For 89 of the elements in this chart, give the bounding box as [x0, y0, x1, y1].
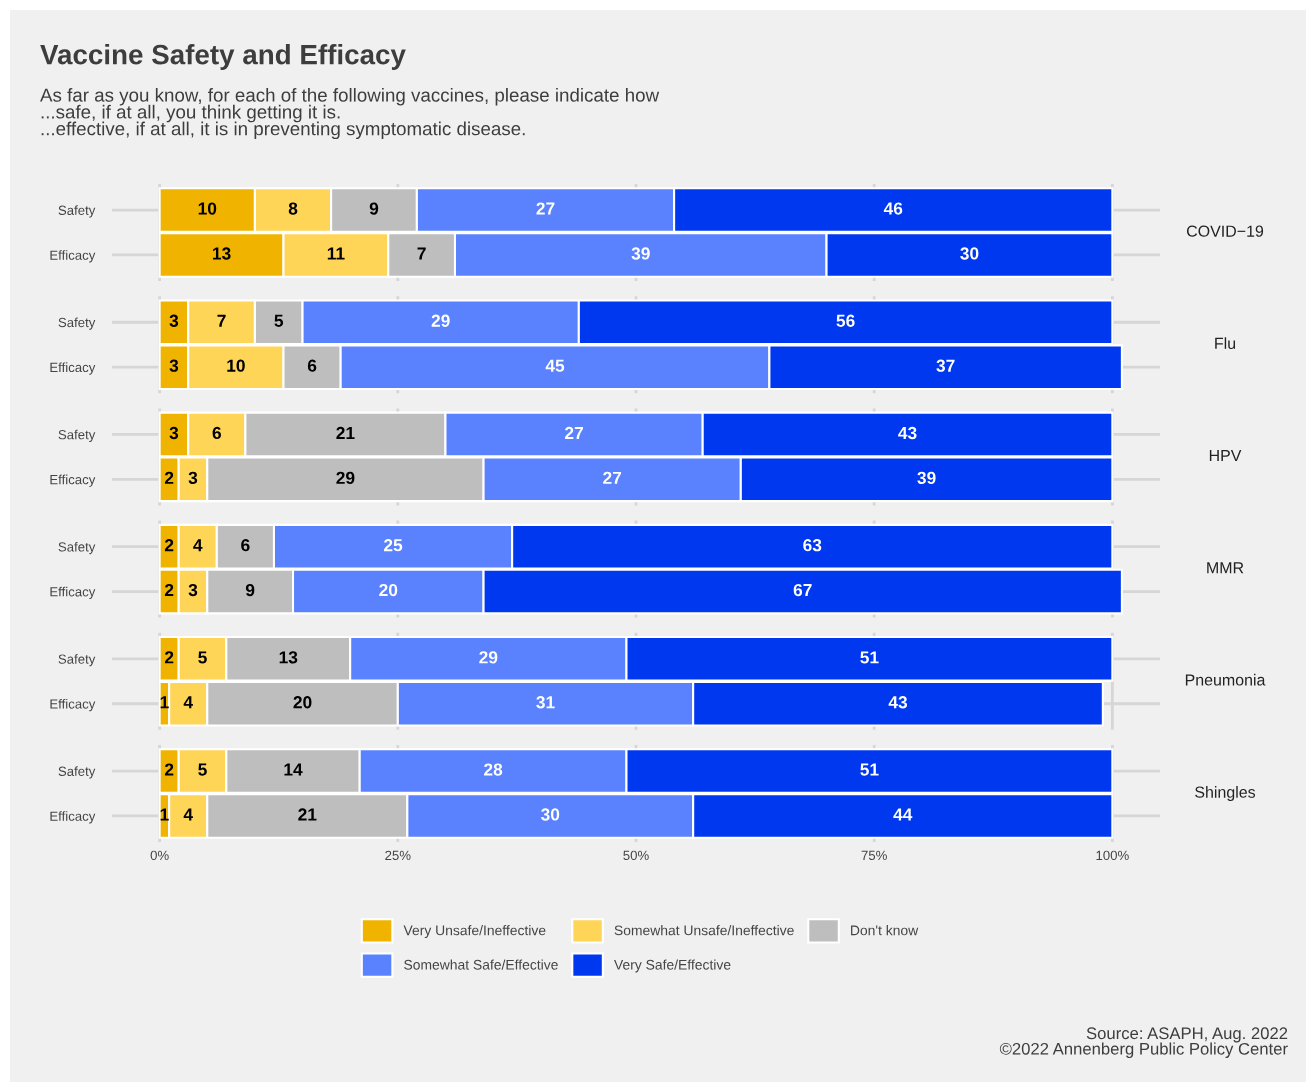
data-label: 2 [164, 471, 174, 484]
data-label: 29 [479, 651, 498, 664]
y2-axis-title: MMR [1207, 562, 1244, 574]
y-tick-label: Safety [58, 205, 96, 218]
data-label: 6 [307, 359, 317, 372]
y-tick-label: Safety [58, 654, 96, 667]
data-label: 14 [284, 763, 303, 776]
y-tick-label: Efficacy [50, 474, 96, 487]
data-label: 13 [279, 651, 298, 664]
data-label: 21 [336, 426, 355, 439]
data-label: 10 [198, 202, 217, 215]
data-label: 5 [198, 651, 207, 664]
data-label: 30 [960, 247, 979, 260]
data-label: 29 [336, 471, 355, 485]
data-label: 6 [212, 426, 221, 440]
chart-subtitle: As far as you know, for each of the following vaccines, please indicate how ...safe, if at all, you think getting it is. ...effective, if at all, it is in preventing symptomatic disease. [40, 88, 660, 140]
data-label: 31 [536, 696, 555, 709]
data-label: 39 [631, 247, 650, 260]
data-label: 28 [484, 763, 503, 776]
data-label: 20 [379, 583, 398, 597]
y-tick-label: Safety [58, 317, 96, 330]
data-label: 2 [164, 539, 174, 552]
y-tick-label: Safety [58, 766, 96, 779]
y2-axis-title: Shingles [1195, 786, 1256, 801]
legend-label: Somewhat Unsafe/Ineffective [614, 925, 794, 936]
data-label: 43 [898, 426, 917, 440]
legend-label: Don't know [851, 925, 919, 936]
data-label: 45 [545, 359, 565, 372]
data-label: 51 [860, 651, 879, 664]
data-label: 51 [860, 763, 879, 776]
data-label: 7 [217, 314, 226, 327]
y-tick-label: Efficacy [50, 698, 96, 712]
legend-label: Very Unsafe/Ineffective [403, 925, 546, 939]
data-label: 43 [888, 696, 908, 709]
x-tick-label: 100% [1096, 850, 1129, 861]
y-tick-label: Efficacy [50, 586, 96, 600]
data-label: 20 [293, 696, 312, 709]
data-label: 5 [198, 763, 207, 776]
data-label: 3 [169, 426, 179, 440]
data-label: 10 [227, 359, 245, 372]
y2-axis-title: COVID−19 [1186, 225, 1264, 237]
data-label: 29 [431, 314, 450, 327]
data-label: 2 [164, 651, 174, 664]
data-label: 9 [369, 202, 379, 215]
data-label: 46 [883, 202, 903, 215]
data-label: 30 [541, 808, 560, 821]
y2-axis-title: Pneumonia [1185, 673, 1266, 686]
legend-label: Somewhat Safe/Effective [404, 959, 558, 970]
data-label: 6 [241, 539, 250, 552]
data-label: 7 [417, 247, 426, 260]
data-label: 11 [327, 247, 345, 260]
data-label: 3 [169, 359, 179, 372]
data-label: 27 [565, 426, 583, 439]
data-label: 37 [936, 359, 955, 372]
data-label: 3 [188, 471, 198, 485]
data-label: 4 [193, 539, 203, 552]
data-label: 2 [164, 583, 174, 597]
data-label: 3 [169, 314, 179, 327]
legend-label: Very Safe/Effective [614, 959, 731, 973]
y-tick-label: Safety [58, 429, 96, 442]
data-label: 9 [245, 583, 255, 597]
data-label: 3 [188, 583, 198, 597]
data-label: 13 [213, 247, 231, 260]
data-label: 8 [288, 202, 298, 215]
y-tick-label: Safety [58, 541, 96, 555]
data-label: 67 [793, 583, 812, 597]
data-label: 2 [164, 763, 174, 776]
data-label: 21 [298, 808, 317, 821]
y-tick-label: Efficacy [50, 811, 96, 824]
data-label: 63 [803, 539, 822, 552]
x-tick-label: 50% [623, 850, 649, 861]
x-tick-label: 25% [385, 850, 411, 861]
data-label: 27 [603, 471, 622, 484]
y-tick-label: Efficacy [50, 250, 96, 263]
source-note: Source: ASAPH, Aug. 2022 ©2022 Annenberg Public Policy Center [999, 1027, 1288, 1058]
data-label: 56 [836, 314, 855, 327]
data-label: 39 [917, 471, 936, 485]
data-label: 4 [183, 696, 193, 709]
data-label: 25 [384, 539, 403, 552]
data-label: 44 [893, 808, 913, 821]
data-label: 27 [536, 202, 555, 215]
y2-axis-title: Flu [1215, 337, 1236, 349]
y-tick-label: Efficacy [50, 362, 96, 375]
y2-axis-title: HPV [1209, 450, 1242, 462]
x-tick-label: 75% [861, 850, 887, 861]
x-tick-label: 0% [150, 850, 169, 861]
data-label: 5 [274, 314, 284, 327]
data-label: 4 [183, 808, 193, 821]
chart-title: Vaccine Safety and Efficacy [40, 44, 406, 70]
